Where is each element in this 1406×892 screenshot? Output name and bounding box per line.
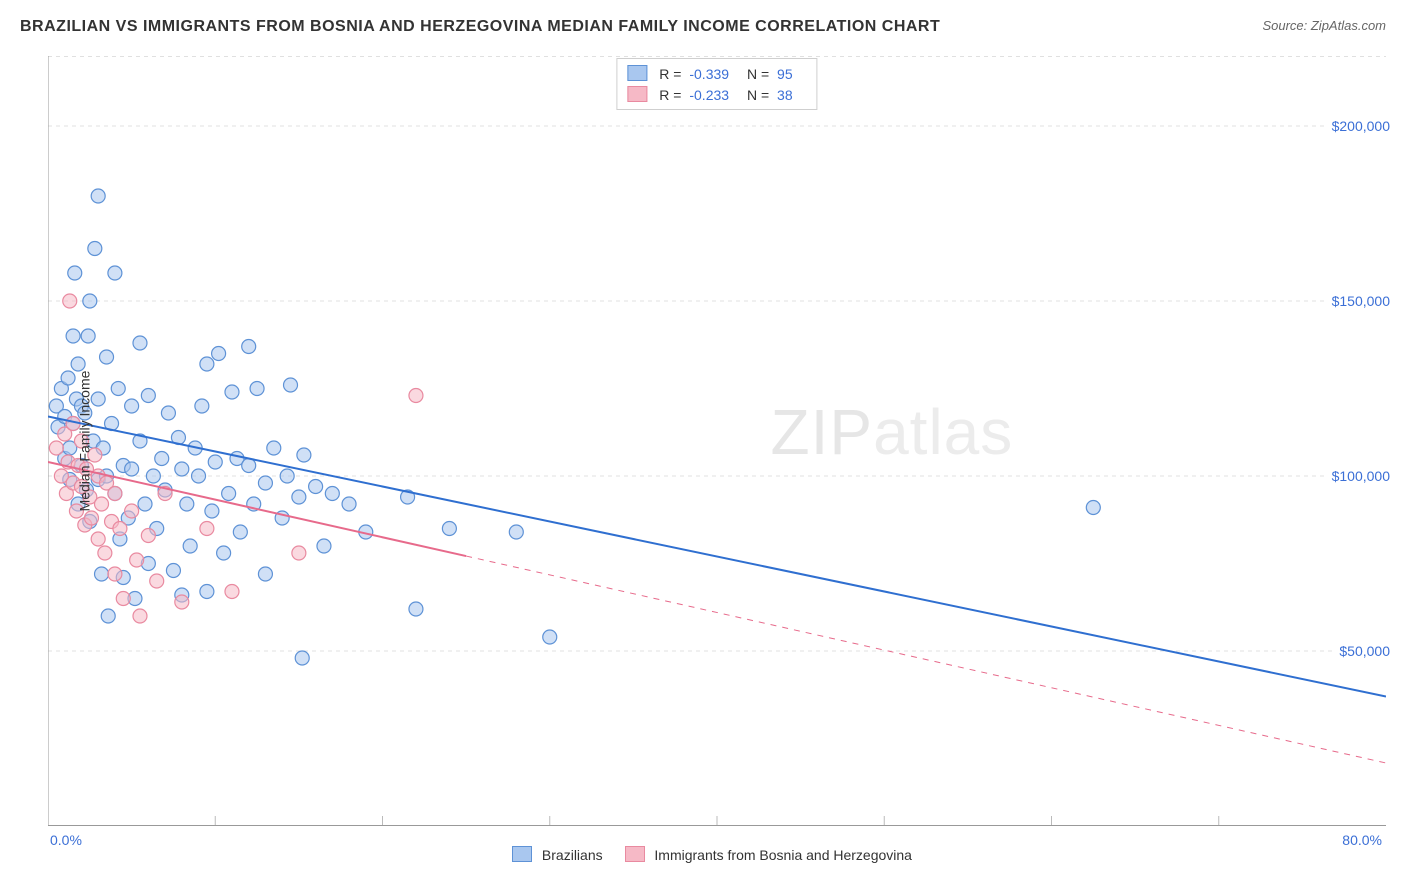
swatch-brazilians [512, 846, 532, 862]
legend-row-brazilians: R = -0.339 N = 95 [627, 63, 806, 84]
series-legend: Brazilians Immigrants from Bosnia and He… [0, 846, 1406, 872]
n-value-bosnia: 38 [777, 87, 793, 103]
legend-row-bosnia: R = -0.233 N = 38 [627, 84, 806, 105]
swatch-bosnia [627, 86, 647, 102]
y-tick-label: $200,000 [1328, 118, 1390, 134]
n-label: N = [747, 66, 773, 82]
swatch-brazilians [627, 65, 647, 81]
swatch-bosnia [625, 846, 645, 862]
legend-label-brazilians: Brazilians [542, 847, 603, 863]
plot-area: Median Family Income ZIPatlas R = -0.339… [48, 56, 1386, 826]
y-tick-label: $50,000 [1335, 643, 1390, 659]
correlation-legend: R = -0.339 N = 95 R = -0.233 N = 38 [616, 58, 817, 110]
legend-label-bosnia: Immigrants from Bosnia and Herzegovina [654, 847, 912, 863]
y-axis-label: Median Family Income [76, 371, 92, 512]
scatter-chart [48, 56, 1386, 826]
source-label: Source: ZipAtlas.com [1262, 18, 1386, 33]
r-value-bosnia: -0.233 [689, 87, 729, 103]
r-value-brazilians: -0.339 [689, 66, 729, 82]
y-tick-label: $100,000 [1328, 468, 1390, 484]
r-label: R = [659, 66, 685, 82]
chart-title: BRAZILIAN VS IMMIGRANTS FROM BOSNIA AND … [20, 18, 940, 35]
r-label: R = [659, 87, 685, 103]
y-tick-label: $150,000 [1328, 293, 1390, 309]
n-label: N = [747, 87, 773, 103]
n-value-brazilians: 95 [777, 66, 793, 82]
